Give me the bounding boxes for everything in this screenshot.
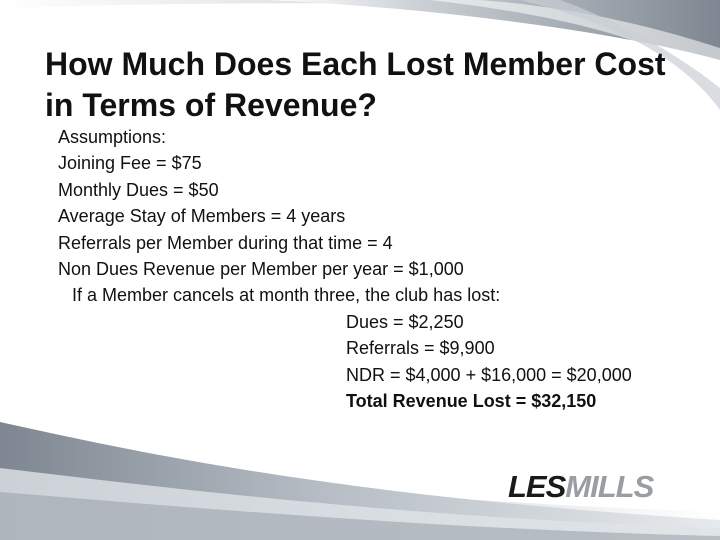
scenario-text: If a Member cancels at month three, the … <box>72 285 501 306</box>
slide-title: How Much Does Each Lost Member Cost in T… <box>45 46 666 123</box>
total-revenue-lost: Total Revenue Lost = $32,150 <box>346 391 597 412</box>
assumption-non-dues-revenue: Non Dues Revenue per Member per year = $… <box>58 259 464 280</box>
assumption-average-stay: Average Stay of Members = 4 years <box>58 206 346 227</box>
loss-referrals: Referrals = $9,900 <box>346 338 495 359</box>
assumption-monthly-dues: Monthly Dues = $50 <box>58 179 219 200</box>
assumption-referrals: Referrals per Member during that time = … <box>58 232 393 253</box>
loss-ndr: NDR = $4,000 + $16,000 = $20,000 <box>346 364 632 385</box>
bottom-swoosh-decoration <box>0 422 720 540</box>
lesmills-logo: LESMILLS <box>508 470 656 502</box>
content-body: Assumptions: Joining Fee = $75 Monthly D… <box>58 124 632 414</box>
lesmills-logo-text: LESMILLS <box>508 470 655 502</box>
top-swoosh-decoration <box>0 0 720 110</box>
loss-dues: Dues = $2,250 <box>346 311 464 332</box>
assumptions-heading: Assumptions: <box>58 127 167 147</box>
assumption-joining-fee: Joining Fee = $75 <box>58 153 202 174</box>
